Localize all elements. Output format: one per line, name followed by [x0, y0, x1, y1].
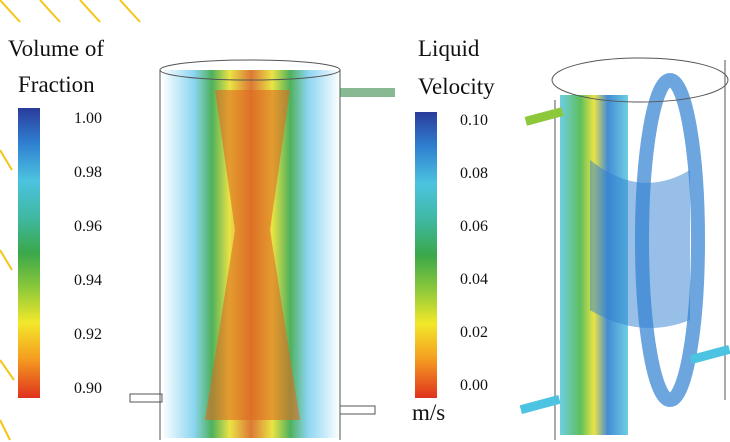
vof-image: [130, 60, 395, 440]
legend-label: 0.02: [460, 324, 488, 341]
legend-label: 0.06: [460, 218, 488, 235]
legend-title: Fraction: [18, 72, 95, 97]
legend-label: 0.04: [460, 271, 488, 288]
colorbar-vof: [18, 108, 40, 398]
legend-unit: m/s: [412, 400, 445, 425]
velocity-image: [520, 58, 730, 440]
legend-label: 0.90: [74, 380, 102, 397]
legend-label: 0.92: [74, 326, 102, 343]
legend-label: 0.96: [74, 218, 102, 235]
figure: Volume of Fraction Liquid Velocity m/s 1…: [0, 0, 730, 442]
legend-title: Liquid: [418, 36, 480, 61]
legend-label: 0.10: [460, 112, 488, 129]
legend-label: 1.00: [74, 110, 102, 127]
legend-label: 0.08: [460, 165, 488, 182]
legend-title: Velocity: [418, 74, 495, 99]
colorbar-velocity: [415, 112, 437, 398]
legend-label: 0.00: [460, 377, 488, 394]
legend-label: 0.98: [74, 164, 102, 181]
legend-label: 0.94: [74, 272, 102, 289]
legend-title: Volume of: [8, 36, 104, 61]
